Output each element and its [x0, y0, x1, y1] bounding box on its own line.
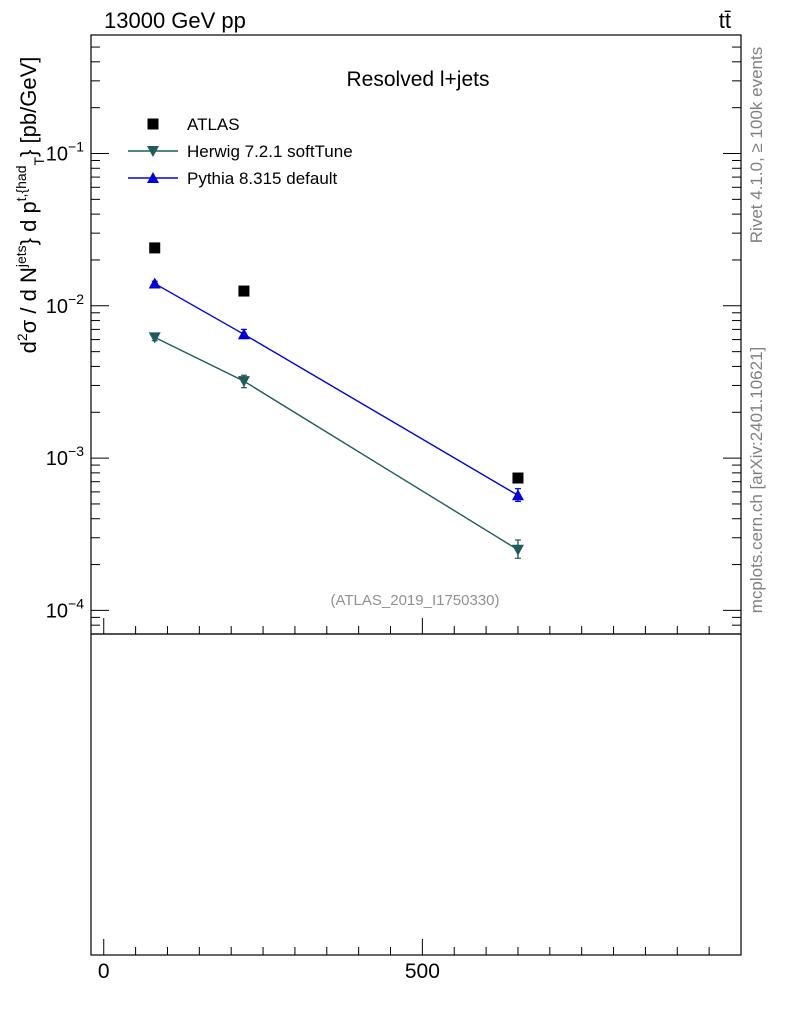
data-point: [148, 277, 161, 289]
y-axis-label: d2σ / d Njets} d pt,{hadT} [pb/GeV]: [13, 57, 47, 354]
legend-label: ATLAS: [187, 115, 240, 134]
svg-text:Rivet 4.1.0, ≥ 100k events: Rivet 4.1.0, ≥ 100k events: [747, 47, 766, 243]
y-axis-ticks: 10−1 10−2 10−3 10−4: [46, 46, 741, 635]
data-point: [149, 242, 161, 254]
data-point: [511, 544, 524, 556]
mcplots-side-label: mcplots.cern.ch [arXiv:2401.10621]: [747, 347, 766, 613]
header-left: 13000 GeV pp: [104, 8, 246, 33]
data-series: [148, 242, 524, 559]
analysis-id: (ATLAS_2019_I1750330): [330, 592, 499, 609]
svg-text:d2σ / d Njets} d pt,{hadT} [p: d2σ / d Njets} d pt,{hadT} [pb/GeV]: [13, 57, 47, 354]
data-point: [512, 472, 524, 484]
series-1: [148, 332, 524, 559]
series-line: [154, 336, 519, 551]
legend-label: Pythia 8.315 default: [187, 169, 338, 188]
ratio-plot-frame: [90, 633, 742, 956]
svg-text:mcplots.cern.ch [arXiv:2401.10: mcplots.cern.ch [arXiv:2401.10621]: [747, 347, 766, 613]
legend-marker: [147, 146, 159, 157]
data-point: [237, 376, 250, 388]
series-2: [148, 277, 524, 502]
rivet-side-label: Rivet 4.1.0, ≥ 100k events: [747, 47, 766, 243]
y-tick-label: 10−2: [46, 291, 84, 318]
data-point: [238, 285, 250, 297]
legend: ATLAS Herwig 7.2.1 softTune Pythia 8.315 d…: [128, 115, 353, 188]
x-tick-label: 0: [98, 960, 110, 983]
series-0: [149, 242, 524, 484]
data-point: [148, 332, 161, 344]
y-tick-label: 10−3: [46, 443, 84, 470]
legend-label: Herwig 7.2.1 softTune: [187, 142, 353, 161]
legend-marker: [147, 118, 159, 130]
x-tick-label: 500: [405, 960, 440, 983]
x-axis-ticks: 0 500: [98, 618, 710, 983]
legend-marker: [147, 172, 159, 183]
y-tick-label: 10−1: [46, 139, 84, 166]
data-point: [237, 328, 250, 340]
header-right: tt̄: [719, 8, 731, 33]
series-line: [154, 282, 519, 496]
data-point: [511, 489, 524, 501]
chart-title: Resolved l+jets: [347, 68, 490, 91]
y-tick-label: 10−4: [46, 595, 84, 622]
